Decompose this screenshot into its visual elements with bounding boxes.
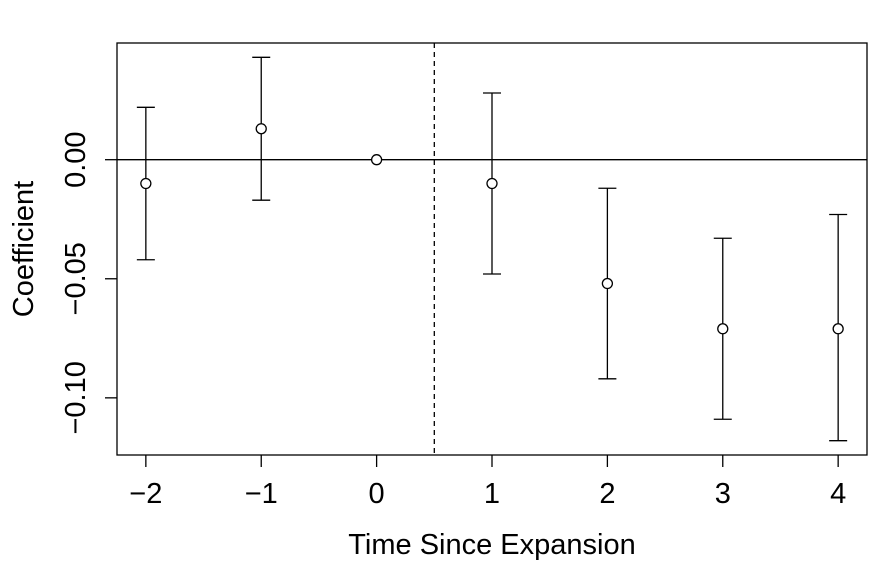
x-tick-label-6: 4 [830, 478, 846, 510]
y-tick-label-1: −0.05 [60, 242, 92, 315]
x-tick-label-2: 0 [369, 478, 385, 510]
x-tick-label-4: 2 [599, 478, 615, 510]
point-1 [255, 123, 267, 135]
data-points [140, 123, 844, 335]
x-tick-label-1: −1 [245, 478, 278, 510]
x-tick-label-3: 1 [484, 478, 500, 510]
point-0 [140, 177, 152, 190]
x-axis-label: Time Since Expansion [348, 529, 635, 561]
x-tick-label-0: −2 [129, 478, 162, 510]
point-2 [370, 154, 383, 166]
y-axis-label: Coefficient [8, 181, 40, 318]
x-axis: −2 −1 0 1 2 3 4 [129, 455, 846, 510]
y-axis: 0.00 −0.05 −0.10 [60, 131, 117, 435]
point-6 [832, 323, 844, 335]
error-bars [136, 56, 848, 442]
point-3 [486, 177, 498, 190]
y-tick-label-0: 0.00 [60, 131, 92, 187]
y-tick-label-2: −0.10 [60, 361, 92, 434]
point-4 [601, 277, 614, 290]
point-5 [717, 323, 729, 335]
x-tick-label-5: 3 [715, 478, 731, 510]
